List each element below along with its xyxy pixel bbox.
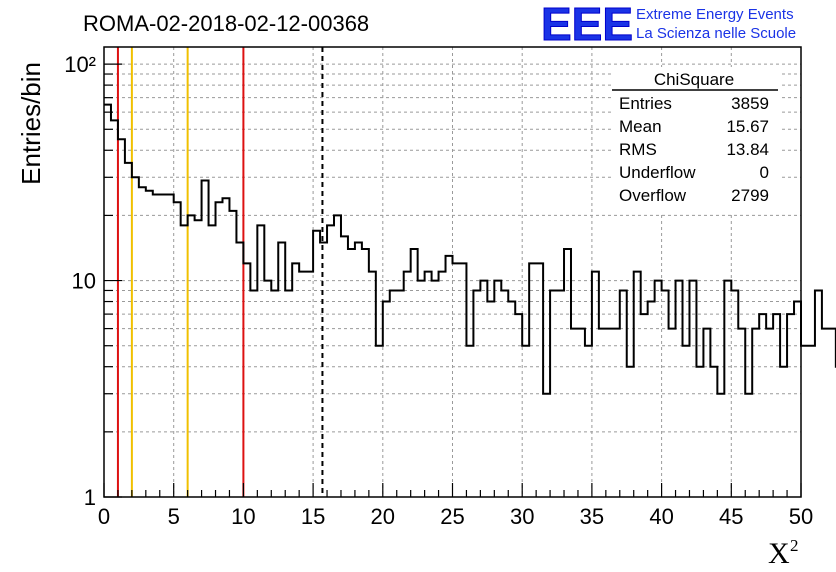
x-tick-labels: 0 5 10 15 20 25 30 35 40 45 50 bbox=[98, 504, 813, 529]
x-tick-label: 40 bbox=[649, 504, 673, 529]
stats-value: 2799 bbox=[731, 186, 769, 205]
x-axis-title: X 2 bbox=[768, 536, 799, 570]
x-tick-label: 5 bbox=[168, 504, 180, 529]
x-tick-label: 15 bbox=[301, 504, 325, 529]
x-tick-label: 30 bbox=[510, 504, 534, 529]
stats-label: Overflow bbox=[619, 186, 687, 205]
y-tick-label: 10² bbox=[64, 52, 96, 77]
stats-value: 0 bbox=[760, 163, 769, 182]
stats-label: Mean bbox=[619, 117, 662, 136]
stats-label: Underflow bbox=[619, 163, 696, 182]
x-tick-label: 20 bbox=[371, 504, 395, 529]
y-axis-title: Entries/bin bbox=[16, 62, 46, 185]
axis-ticks bbox=[103, 63, 802, 498]
grid bbox=[104, 47, 801, 497]
logo-line-1: Extreme Energy Events bbox=[636, 6, 794, 23]
stats-label: RMS bbox=[619, 140, 657, 159]
stats-box-background bbox=[612, 67, 780, 212]
x-tick-label: 0 bbox=[98, 504, 110, 529]
x-axis-title-main: X bbox=[768, 537, 790, 570]
x-tick-label: 50 bbox=[789, 504, 813, 529]
stats-rows: Entries 3859 Mean 15.67 RMS 13.84 Underflow 0 Ov… bbox=[619, 94, 769, 205]
stats-value: 13.84 bbox=[726, 140, 769, 159]
logo-mark: EEE bbox=[541, 0, 633, 50]
stats-box: ChiSquare Entries 3859 Mean 15.67 RMS 13.84 Un… bbox=[612, 67, 780, 212]
x-tick-label: 45 bbox=[719, 504, 743, 529]
histogram-series bbox=[104, 103, 836, 395]
stats-box-name: ChiSquare bbox=[654, 70, 734, 89]
logo: EEE Extreme Energy Events La Scienza nel… bbox=[541, 0, 797, 51]
x-tick-label: 10 bbox=[231, 504, 255, 529]
x-axis-title-superscript: 2 bbox=[790, 536, 799, 555]
y-tick-label: 10 bbox=[72, 269, 96, 294]
x-tick-label: 25 bbox=[440, 504, 464, 529]
logo-line-2: La Scienza nelle Scuole bbox=[636, 25, 796, 42]
x-tick-label: 35 bbox=[580, 504, 604, 529]
y-tick-labels: 1 10 10² bbox=[64, 52, 96, 510]
chart-title: ROMA-02-2018-02-12-00368 bbox=[83, 11, 369, 36]
stats-label: Entries bbox=[619, 94, 672, 113]
stats-value: 3859 bbox=[731, 94, 769, 113]
stats-value: 15.67 bbox=[726, 117, 769, 136]
y-tick-label: 1 bbox=[84, 485, 96, 510]
